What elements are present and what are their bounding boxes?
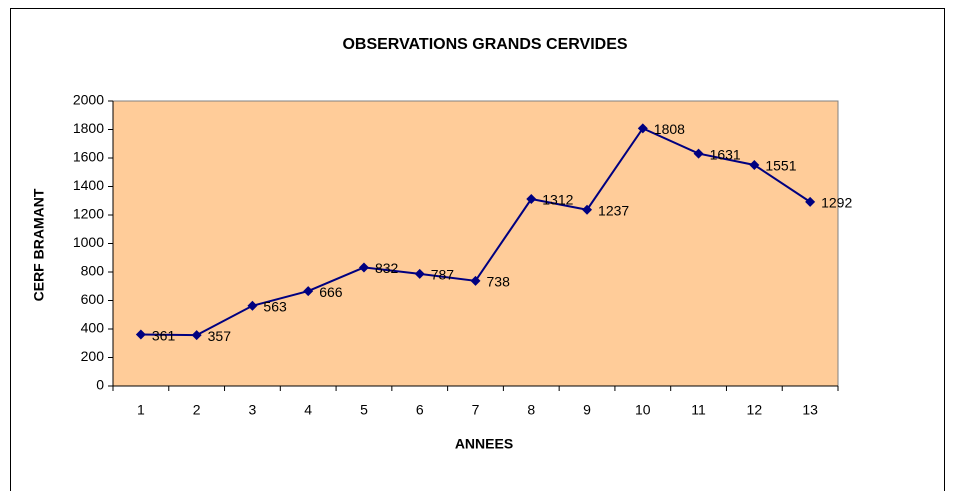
data-label: 738: [487, 274, 511, 290]
marker: [191, 330, 202, 341]
data-label: 357: [208, 328, 232, 344]
chart-title: OBSERVATIONS GRANDS CERVIDES: [342, 36, 627, 53]
x-tick-label: 10: [635, 402, 651, 418]
x-tick-label: 1: [137, 402, 145, 418]
marker: [637, 123, 648, 134]
x-tick-label: 4: [304, 402, 312, 418]
x-tick-label: 5: [360, 402, 368, 418]
marker: [247, 300, 258, 311]
marker: [582, 204, 593, 215]
y-axis-label: CERF BRAMANT: [31, 188, 47, 301]
y-tick-label: 200: [81, 348, 105, 364]
data-label: 1808: [654, 121, 685, 137]
x-tick-label: 6: [416, 402, 424, 418]
x-tick-label: 8: [527, 402, 535, 418]
marker: [693, 148, 704, 159]
x-tick-label: 12: [747, 402, 763, 418]
marker: [358, 262, 369, 273]
y-tick-label: 0: [96, 377, 104, 393]
marker: [135, 329, 146, 340]
y-tick-label: 2000: [73, 92, 104, 108]
y-tick-label: 600: [81, 291, 105, 307]
data-label: 1631: [710, 146, 741, 162]
data-label: 1312: [542, 192, 573, 208]
data-label: 1237: [598, 202, 629, 218]
marker: [749, 159, 760, 170]
y-tick-label: 800: [81, 263, 105, 279]
x-tick-label: 7: [472, 402, 480, 418]
marker: [414, 268, 425, 279]
marker: [526, 194, 537, 205]
data-label: 1292: [821, 195, 852, 211]
x-tick-label: 13: [802, 402, 818, 418]
x-tick-label: 11: [691, 402, 706, 418]
x-axis-label: ANNEES: [455, 436, 513, 452]
plot-area: [112, 100, 839, 387]
x-tick-label: 3: [249, 402, 257, 418]
data-label: 563: [263, 298, 287, 314]
y-tick-label: 1200: [73, 206, 104, 222]
y-tick-label: 1000: [73, 234, 104, 250]
x-tick-label: 9: [583, 402, 591, 418]
y-tick-label: 1600: [73, 149, 104, 165]
data-label: 1551: [765, 158, 796, 174]
data-label: 832: [375, 260, 399, 276]
marker: [470, 275, 481, 286]
y-tick-label: 1400: [73, 177, 104, 193]
data-label: 361: [152, 327, 176, 343]
marker: [303, 286, 314, 297]
y-tick-label: 1800: [73, 120, 104, 136]
data-label: 666: [319, 284, 343, 300]
y-tick-label: 400: [81, 320, 105, 336]
data-label: 787: [431, 267, 455, 283]
marker: [805, 196, 816, 207]
x-tick-label: 2: [193, 402, 201, 418]
